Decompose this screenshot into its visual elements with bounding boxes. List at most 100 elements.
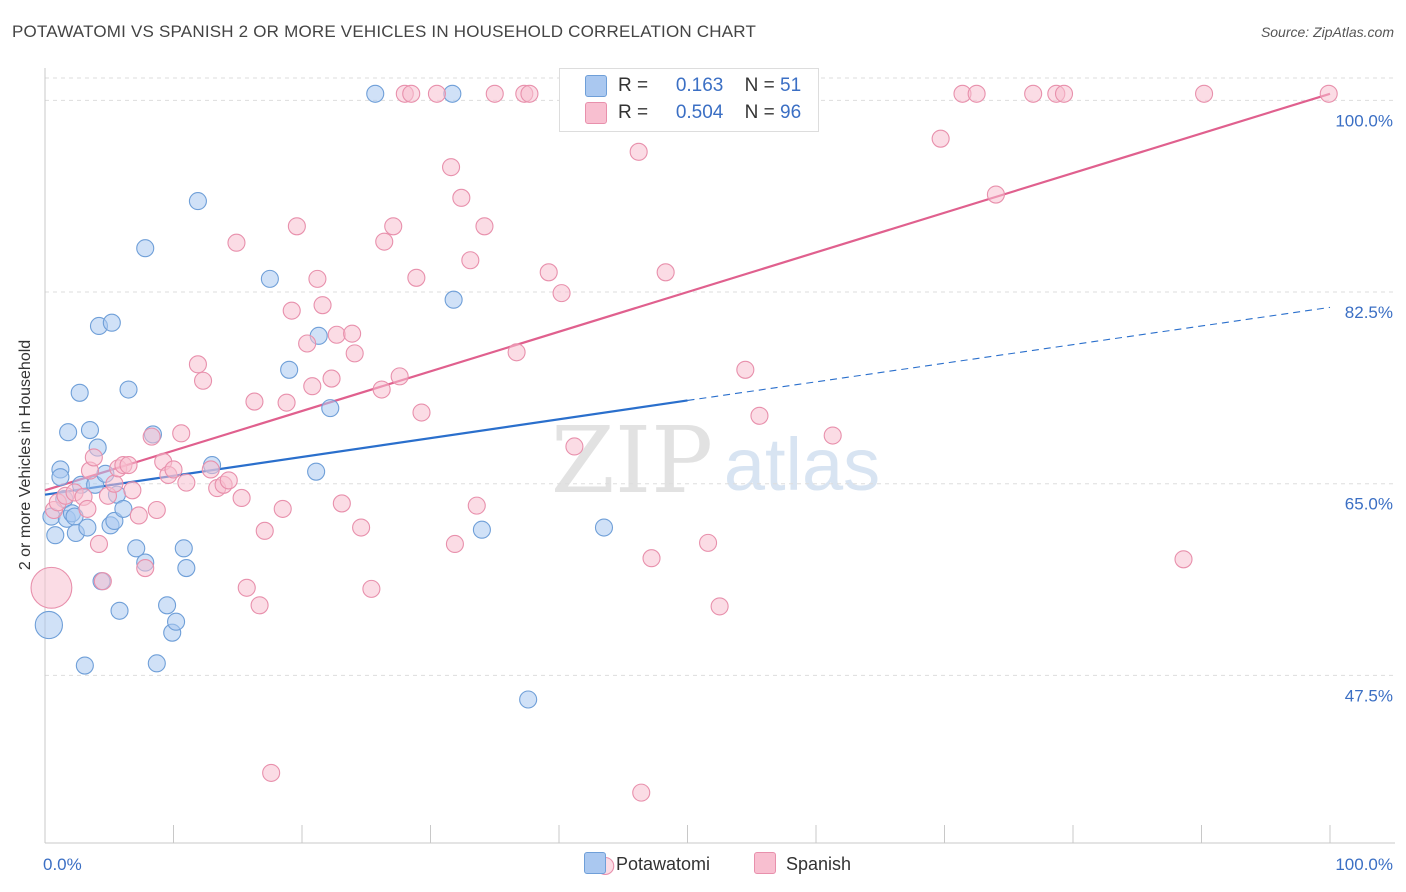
spanish-swatch (754, 852, 776, 874)
potawatomi-point (158, 596, 177, 615)
spanish-point (402, 84, 421, 103)
axes (44, 68, 1395, 844)
potawatomi-swatch (585, 75, 607, 97)
spanish-point (642, 549, 661, 568)
potawatomi-trend-line (44, 399, 688, 496)
spanish-point (375, 232, 394, 251)
spanish-point (1319, 84, 1338, 103)
spanish-point (986, 185, 1005, 204)
spanish-point (172, 424, 191, 443)
tick-labels: 100.0% 82.5% 65.0% 47.5% 0.0% 100.0% (43, 111, 1393, 874)
legend-r-value-spanish: 0.504 (675, 102, 724, 123)
legend-n-label: N = (744, 75, 781, 96)
spanish-point (123, 481, 142, 500)
spanish-point (1174, 550, 1193, 569)
potawatomi-point (75, 656, 94, 675)
spanish-point (475, 217, 494, 236)
potawatomi-point (78, 518, 97, 537)
spanish-point (303, 377, 322, 396)
spanish-point (227, 233, 246, 252)
data-points (30, 84, 1338, 876)
spanish-point (565, 437, 584, 456)
spanish-point (352, 518, 371, 537)
spanish-point (1195, 84, 1214, 103)
spanish-point (461, 251, 480, 270)
potawatomi-point (307, 462, 326, 481)
spanish-point (194, 371, 213, 390)
legend-n-value-spanish: 96 (780, 102, 802, 123)
legend-r-label: R = (618, 102, 654, 123)
spanish-swatch (585, 102, 607, 124)
potawatomi-point (51, 468, 70, 487)
bottom-legend-spanish: Spanish (754, 852, 851, 875)
spanish-point (467, 496, 486, 515)
bottom-legend-label-potawatomi: Potawatomi (616, 854, 711, 874)
legend-box: R = 0.163 N = 51 R = 0.504 N = 96 (559, 68, 819, 132)
spanish-point (1054, 84, 1074, 103)
spanish-point (129, 506, 148, 525)
y-tick-label: 47.5% (1345, 686, 1393, 705)
spanish-point (308, 269, 327, 288)
spanish-point (287, 217, 306, 236)
spanish-point (93, 572, 112, 591)
y-tick-label: 82.5% (1345, 303, 1393, 322)
potawatomi-point (321, 399, 340, 418)
potawatomi-point (444, 290, 463, 309)
spanish-point (390, 367, 409, 386)
potawatomi-point (119, 380, 138, 399)
y-tick-label: 65.0% (1345, 495, 1393, 514)
legend-r-value-potawatomi: 0.163 (675, 75, 724, 96)
spanish-point (277, 393, 296, 412)
spanish-point (262, 763, 281, 782)
spanish-point (710, 597, 729, 616)
potawatomi-point (136, 239, 155, 258)
spanish-point (298, 334, 317, 353)
watermark-atlas: atlas (724, 423, 880, 506)
potawatomi-point (260, 269, 279, 288)
potawatomi-point (80, 420, 100, 440)
legend-r-label: R = (618, 75, 654, 96)
spanish-point (232, 488, 251, 508)
spanish-point (147, 500, 166, 520)
spanish-point (255, 521, 274, 540)
spanish-point (539, 263, 558, 282)
potawatomi-point (177, 559, 196, 578)
spanish-point (136, 559, 155, 578)
x-tick-label: 0.0% (43, 855, 82, 874)
spanish-point (736, 360, 755, 379)
spanish-trend-line (44, 92, 1331, 492)
potawatomi-point (594, 518, 614, 537)
potawatomi-trend-extension (687, 306, 1331, 402)
potawatomi-point (167, 612, 186, 631)
spanish-point (84, 448, 103, 467)
legend-n-label: N = (744, 102, 781, 123)
spanish-point (632, 783, 651, 802)
spanish-point (699, 533, 718, 552)
spanish-point (345, 344, 364, 363)
spanish-point (967, 84, 986, 103)
potawatomi-point (102, 313, 121, 332)
spanish-point (105, 474, 124, 493)
trend-lines (44, 92, 1331, 496)
spanish-point (507, 343, 526, 362)
potawatomi-point (114, 499, 133, 518)
spanish-point (1024, 84, 1043, 103)
spanish-point (327, 325, 346, 344)
spanish-point (520, 84, 539, 103)
spanish-point (362, 579, 381, 598)
spanish-point (552, 284, 571, 303)
spanish-point (452, 188, 471, 207)
spanish-point (273, 499, 292, 518)
spanish-point (282, 301, 301, 320)
bottom-legend-label-spanish: Spanish (786, 854, 852, 874)
source-credit: Source: ZipAtlas.com (1260, 24, 1394, 40)
spanish-point (412, 403, 431, 422)
legend-n-value-potawatomi: 51 (780, 75, 802, 96)
spanish-point (322, 369, 341, 388)
spanish-point (485, 84, 504, 103)
spanish-point (164, 460, 183, 479)
spanish-point (445, 534, 464, 554)
spanish-point (78, 499, 97, 518)
potawatomi-point (519, 690, 538, 709)
